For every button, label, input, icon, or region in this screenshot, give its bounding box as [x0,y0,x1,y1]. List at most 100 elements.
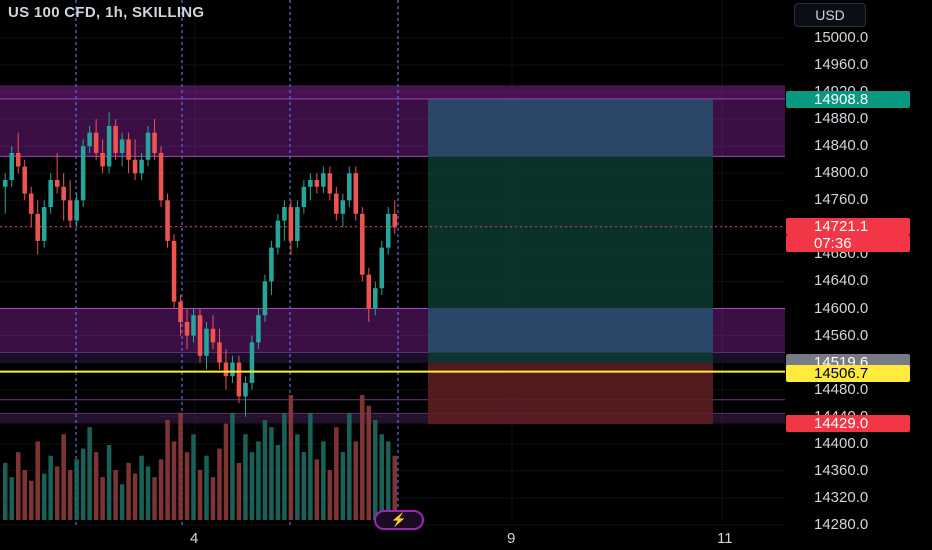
volume-bar [288,395,294,520]
volume-bar [327,470,333,520]
candle-body [373,288,378,309]
candle-body [379,247,385,289]
volume-bar [334,427,339,520]
volume-bar [119,484,125,520]
candle-body [139,159,144,174]
candle-body [392,213,398,228]
volume-bar [145,466,151,520]
candle-body [243,382,248,397]
price-axis-label: 14760.0 [814,191,869,209]
volume-bar [301,452,307,520]
volume-bars [3,395,397,520]
price-lines [0,226,785,373]
price-axis-label: 14480.0 [814,380,869,398]
price-axis-label: 14800.0 [814,164,869,182]
candle-body [217,342,222,363]
candle-body [236,362,242,397]
candle-body [269,247,274,282]
candle-body [152,132,157,153]
volume-bar [87,427,92,520]
volume-bar [295,434,300,520]
price-axis-label: 14280.0 [814,515,869,533]
price-axis-label: 14960.0 [814,56,869,74]
candle-body [61,186,66,201]
candle-body [106,125,112,167]
volume-bar [152,477,157,520]
bar-countdown-tag: 07:36 [786,234,910,252]
candle-body [80,146,86,201]
volume-bar [204,455,209,520]
candle-body [275,220,281,248]
volume-bar [3,462,8,520]
current-price-tag: 14721.1 [786,217,910,235]
volume-bar [165,420,170,520]
zone-band [0,85,785,99]
yellow-level-tag: 14506.7 [786,364,910,382]
volume-bar [236,462,242,520]
volume-bar [249,452,255,520]
time-axis-label: 11 [717,530,733,547]
lightning-icon[interactable]: ⚡ [374,510,424,530]
candle-body [360,213,365,275]
volume-bar [243,434,248,520]
volume-bar [191,434,196,520]
volume-bar [15,452,21,520]
volume-bar [282,412,287,520]
candle-body [54,180,60,187]
candle-body [262,281,268,316]
candle-body [2,180,8,187]
volume-bar [321,441,326,520]
candle-body [28,193,34,214]
stop-price-tag: 14429.0 [786,415,910,433]
volume-bar [54,466,60,520]
volume-bar [132,473,138,520]
volume-bar [197,470,203,520]
candle-body [288,207,294,241]
candle-body [282,207,287,221]
currency-button[interactable]: USD [794,3,866,27]
candle-body [165,200,170,241]
volume-bar [67,470,73,520]
zone-band [0,413,785,424]
volume-bar [61,434,66,520]
price-axis-label: 14400.0 [814,434,869,452]
volume-bar [28,480,34,520]
candle-body [178,301,183,323]
candle-body [41,207,47,241]
candle-body [48,180,53,208]
candle-body [334,193,339,214]
volume-bar [93,452,99,520]
candles [2,112,398,417]
candle-body [145,132,151,160]
volume-bar [360,395,365,520]
candle-body [256,315,261,343]
volume-bar [379,434,385,520]
candle-body [74,200,79,221]
candle-body [295,207,300,241]
volume-bar [262,420,268,520]
candle-body [184,322,190,336]
volume-bar [256,441,261,520]
price-axis-label: 14880.0 [814,110,869,128]
price-axis-label: 14560.0 [814,326,869,344]
long-position-tool[interactable] [428,98,713,425]
price-axis-label: 14840.0 [814,137,869,155]
volume-bar [106,445,112,520]
volume-bar [314,459,320,520]
volume-bar [210,477,216,520]
candle-body [385,213,391,248]
volume-bar [392,455,397,520]
candle-body [230,362,235,377]
candle-body [22,166,27,194]
candle-body [308,180,313,187]
price-axis-label: 15000.0 [814,29,869,46]
chart-title[interactable]: US 100 CFD, 1h, SKILLING [8,4,205,21]
candle-body [347,173,352,201]
volume-bar [340,452,346,520]
candle-body [93,132,99,153]
candle-body [191,315,196,336]
candle-body [353,173,359,214]
candle-body [197,315,203,356]
time-axis-label: 4 [190,530,199,547]
